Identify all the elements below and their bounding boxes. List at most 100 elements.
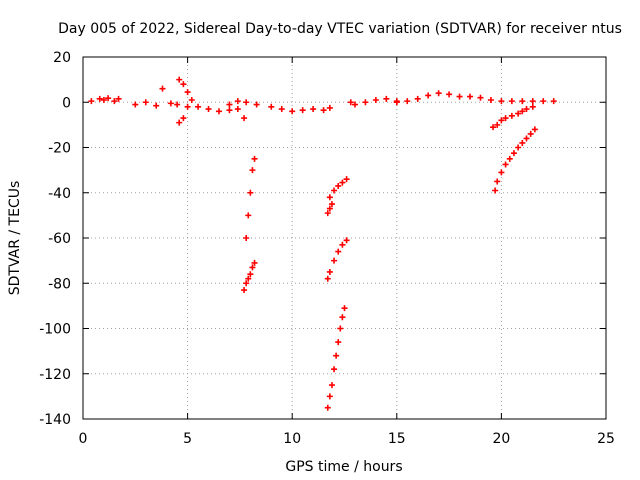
data-point (234, 106, 241, 113)
data-point (205, 106, 212, 113)
data-point (234, 98, 241, 105)
data-point (289, 108, 296, 115)
data-point (331, 366, 338, 373)
data-point (467, 93, 474, 100)
data-point (498, 169, 505, 176)
series-pass-12 (326, 176, 350, 201)
data-point (176, 119, 183, 126)
data-point (519, 139, 526, 146)
data-point (339, 179, 346, 186)
data-point (243, 280, 250, 287)
x-tick-label: 5 (183, 431, 192, 447)
data-point (540, 98, 547, 105)
data-point (502, 115, 509, 122)
data-point (498, 117, 505, 124)
data-point (226, 107, 233, 114)
grid-layer (83, 57, 606, 419)
data-point (510, 150, 517, 157)
series-pass-1 (88, 95, 122, 105)
y-tick-label: -40 (48, 186, 71, 202)
series-pass-14 (324, 305, 348, 411)
data-point (435, 90, 442, 97)
data-point (328, 201, 335, 208)
data-point (331, 257, 338, 264)
data-point (383, 95, 390, 102)
data-point (184, 103, 191, 110)
plot-frame (82, 56, 607, 420)
data-point (333, 352, 340, 359)
data-point (324, 275, 331, 282)
data-point (268, 103, 275, 110)
data-point (326, 205, 333, 212)
data-point (335, 182, 342, 189)
data-point (188, 96, 195, 103)
data-point (226, 101, 233, 108)
data-point (527, 130, 534, 137)
data-point (88, 98, 95, 105)
series-pass-16 (393, 90, 557, 106)
y-tick-label: -80 (48, 276, 71, 292)
x-tick-label: 15 (388, 431, 406, 447)
data-point (326, 393, 333, 400)
data-point (241, 287, 248, 294)
series-pass-6 (226, 98, 250, 108)
data-point (515, 144, 522, 151)
data-point (105, 95, 112, 102)
data-point (506, 155, 513, 162)
data-point (508, 112, 515, 119)
series-pass-7 (241, 115, 248, 122)
data-point (241, 115, 248, 122)
data-point (339, 314, 346, 321)
data-point (195, 103, 202, 110)
data-point (529, 98, 536, 105)
data-point (519, 108, 526, 115)
data-point (523, 106, 530, 113)
data-point (142, 99, 149, 106)
data-point (253, 101, 260, 108)
chart-title: Day 005 of 2022, Sidereal Day-to-day VTE… (58, 21, 622, 37)
data-point (508, 98, 515, 105)
data-point (343, 176, 350, 183)
data-point (247, 189, 254, 196)
data-point (167, 100, 174, 107)
data-point (249, 264, 256, 271)
data-point (498, 98, 505, 105)
data-point (341, 305, 348, 312)
data-point (490, 124, 497, 131)
data-point (249, 167, 256, 174)
data-point (324, 404, 331, 411)
y-tick-label: -140 (39, 412, 71, 428)
y-tick-label: -120 (39, 367, 71, 383)
x-tick-label: 20 (492, 431, 510, 447)
series-pass-10 (253, 101, 333, 115)
data-point (243, 235, 250, 241)
data-point (494, 121, 501, 128)
data-point (337, 325, 344, 332)
data-point (414, 95, 421, 102)
data-point (320, 107, 327, 114)
data-point (477, 94, 484, 101)
series-pass-9 (241, 259, 258, 294)
y-tick-label: 20 (53, 50, 71, 66)
data-point (502, 161, 509, 168)
data-point (372, 96, 379, 103)
data-point (362, 99, 369, 106)
data-point (425, 92, 432, 99)
data-point (326, 104, 333, 111)
data-point (159, 85, 166, 92)
data-point (351, 101, 358, 108)
data-point (335, 339, 342, 346)
data-point (310, 106, 317, 113)
data-point (404, 98, 411, 105)
data-point (339, 241, 346, 248)
data-point (494, 178, 501, 185)
y-tick-label: -100 (39, 322, 71, 338)
series-pass-18 (492, 126, 538, 194)
data-point (343, 237, 350, 244)
data-point (243, 99, 250, 106)
data-point (184, 89, 191, 96)
x-tick-label: 25 (597, 431, 615, 447)
data-point (331, 187, 338, 194)
data-point (100, 96, 107, 103)
